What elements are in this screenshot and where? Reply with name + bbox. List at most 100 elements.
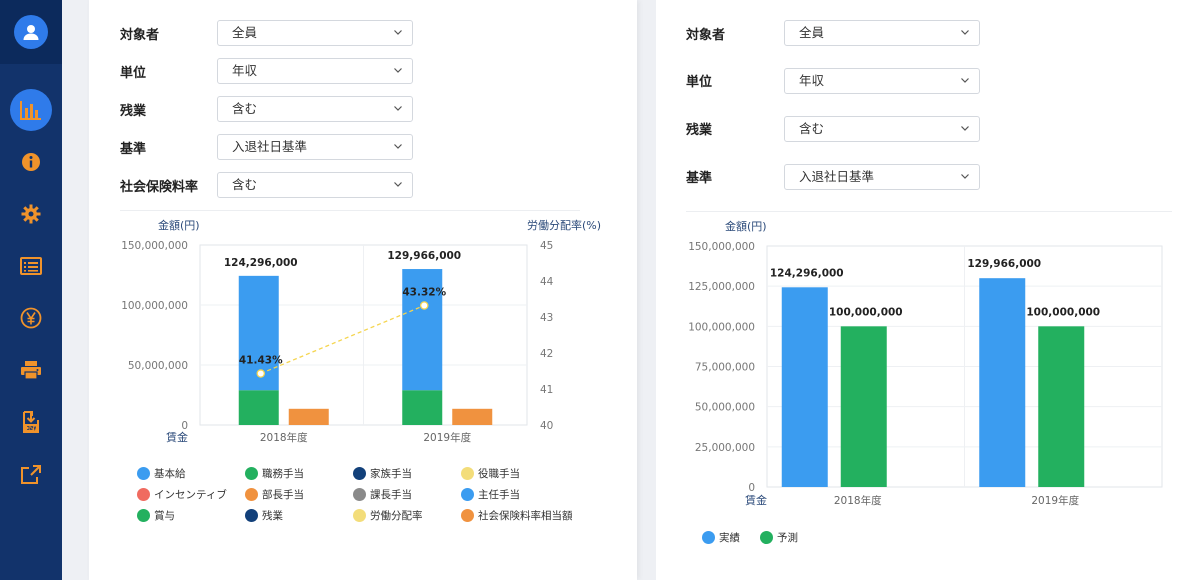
legend-item[interactable]: 部長手当: [245, 487, 304, 502]
y-tick-label: 50,000,000: [695, 402, 755, 414]
y2-axis-title: 労働分配率(%): [527, 218, 601, 232]
target-select[interactable]: 全員: [784, 20, 980, 46]
legend-swatch: [353, 488, 366, 501]
bar-segment[interactable]: [402, 269, 443, 391]
legend-label: 実績: [719, 532, 740, 544]
overtime-select[interactable]: 含む: [784, 116, 980, 142]
line-point[interactable]: [256, 369, 265, 378]
unit-select[interactable]: 年収: [784, 68, 980, 94]
right-panel: 対象者 全員 単位 年収 残業 含む 基準 入退社日基準 0 25,000,000…: [656, 0, 1200, 580]
target-select-value: 全員: [232, 25, 258, 40]
side-bar[interactable]: [452, 408, 493, 425]
bar-value-label: 124,296,000: [770, 267, 844, 279]
bar-segment[interactable]: [402, 390, 443, 425]
nav-settings[interactable]: [0, 188, 62, 240]
line-point[interactable]: [419, 301, 429, 310]
bar[interactable]: [840, 326, 887, 487]
legend-item[interactable]: 予測: [760, 530, 798, 545]
chevron-down-icon: [961, 78, 969, 83]
y2-tick-label: 41: [540, 384, 553, 396]
bar[interactable]: [1038, 326, 1085, 487]
legend-item[interactable]: 労働分配率: [353, 508, 423, 523]
legend-item[interactable]: 社会保険料率相当額: [461, 508, 573, 523]
legend-swatch: [137, 509, 150, 522]
legend-label: 残業: [262, 510, 283, 522]
nav-bar-chart[interactable]: [0, 84, 62, 136]
insurance-select-value: 含む: [232, 177, 258, 192]
line-point-label: 43.32%: [402, 286, 446, 298]
nav-print[interactable]: [0, 344, 62, 396]
y-tick-label: 100,000,000: [121, 300, 188, 312]
y-tick-label: 75,000,000: [695, 362, 755, 374]
y-tick-label: 0: [748, 482, 755, 494]
bar[interactable]: [979, 278, 1026, 487]
legend-swatch: [353, 509, 366, 522]
legend-item[interactable]: 課長手当: [353, 487, 412, 502]
legend-swatch: [137, 488, 150, 501]
legend-swatch: [461, 467, 474, 480]
legend-swatch: [245, 488, 258, 501]
basis-select[interactable]: 入退社日基準: [784, 164, 980, 190]
overtime-select[interactable]: 含む: [217, 96, 413, 122]
legend-swatch: [137, 467, 150, 480]
y-tick-label: 150,000,000: [688, 241, 755, 253]
user-avatar-icon[interactable]: [14, 15, 48, 49]
chevron-down-icon: [394, 106, 402, 111]
legend-label: 基本給: [154, 468, 186, 480]
filter-overtime-label: 残業: [686, 123, 713, 138]
basis-select-value: 入退社日基準: [232, 139, 308, 154]
nav-yen[interactable]: [0, 292, 62, 344]
legend-swatch: [353, 467, 366, 480]
x-axis-title: 賃金: [166, 430, 188, 444]
target-select[interactable]: 全員: [217, 20, 413, 46]
side-bar[interactable]: [288, 408, 329, 425]
legend-item[interactable]: 実績: [702, 530, 740, 545]
y2-tick-label: 40: [540, 420, 553, 432]
legend-label: 労働分配率: [370, 510, 423, 522]
nav-list[interactable]: [0, 240, 62, 292]
legend-item[interactable]: 残業: [245, 508, 283, 523]
legend-item[interactable]: 賞与: [137, 508, 175, 523]
overtime-select-value: 含む: [232, 101, 258, 116]
unit-select[interactable]: 年収: [217, 58, 413, 84]
nav-share[interactable]: [0, 448, 62, 500]
y-axis-title: 金額(円): [725, 219, 767, 233]
x-tick-label: 2019年度: [1031, 494, 1079, 507]
nav-info[interactable]: [0, 136, 62, 188]
legend-item[interactable]: 家族手当: [353, 466, 412, 481]
filter-target-label: 対象者: [120, 28, 160, 43]
bar[interactable]: [781, 287, 828, 487]
bar-value-label: 100,000,000: [1026, 306, 1100, 318]
x-axis-title: 賃金: [745, 493, 767, 507]
filter-basis-label: 基準: [686, 171, 713, 186]
y2-tick-label: 42: [540, 348, 553, 360]
chevron-down-icon: [394, 144, 402, 149]
sidebar: [0, 0, 62, 580]
legend-item[interactable]: インセンティブ: [137, 487, 227, 502]
csv-download-icon: [23, 411, 39, 433]
y-tick-label: 100,000,000: [688, 321, 755, 333]
yen-icon: [20, 307, 42, 329]
legend-label: 予測: [777, 532, 798, 544]
user-area: [0, 0, 62, 64]
basis-select[interactable]: 入退社日基準: [217, 134, 413, 160]
legend-swatch: [245, 467, 258, 480]
legend-label: 部長手当: [262, 489, 304, 501]
insurance-select[interactable]: 含む: [217, 172, 413, 198]
nav-csv-download[interactable]: [0, 396, 62, 448]
filter-basis-label: 基準: [120, 142, 147, 157]
bar-value-label: 129,966,000: [967, 258, 1041, 270]
wage-breakdown-chart: 金額(円) 労働分配率(%) 賃金0 50,000,000 100,000,000 150…: [121, 218, 601, 444]
legend-item[interactable]: 主任手当: [461, 487, 520, 502]
legend-swatch: [461, 509, 474, 522]
legend-label: 課長手当: [370, 489, 412, 501]
legend-label: 家族手当: [370, 468, 412, 480]
y-axis-title: 金額(円): [158, 218, 200, 232]
target-select-value: 全員: [799, 25, 825, 40]
legend-item[interactable]: 役職手当: [461, 466, 520, 481]
legend-item[interactable]: 職務手当: [245, 466, 304, 481]
bar-segment[interactable]: [238, 390, 279, 425]
legend-item[interactable]: 基本給: [137, 466, 186, 481]
overtime-select-value: 含む: [799, 121, 825, 136]
bar-chart-icon: [20, 101, 41, 120]
